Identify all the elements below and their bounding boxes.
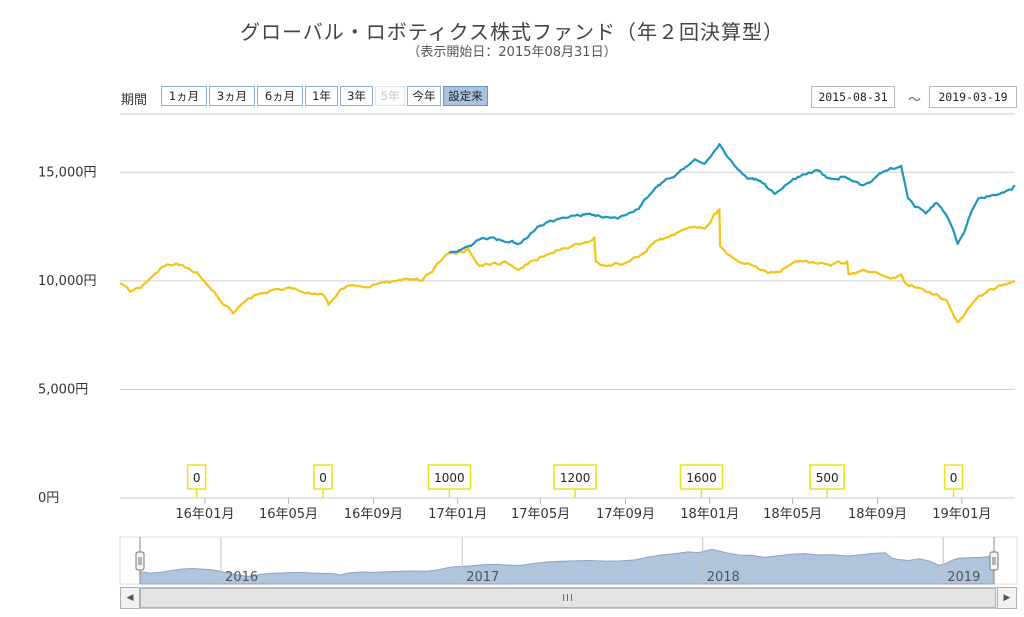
x-tick-label: 17年01月	[428, 507, 487, 522]
x-tick-label: 18年09月	[848, 507, 907, 522]
x-tick-label: 16年05月	[259, 507, 318, 522]
dividend-flag-label: 1200	[560, 471, 591, 485]
grid-lines	[120, 113, 1015, 390]
chart-title: グローバル・ロボティクス株式ファンド（年２回決算型）	[240, 20, 784, 44]
date-from-input[interactable]: 2015-08-31	[811, 86, 895, 108]
dividend-flag-label: 1000	[434, 471, 465, 485]
range-selector-label: 期間	[121, 93, 148, 108]
dividend-flag-label: 0	[319, 471, 327, 485]
fund-price-chart: 15,000円 10,000円 5,000円 0円 16年01月 16年05月 16年09…	[38, 113, 1018, 585]
dividend-flag-box	[679, 464, 724, 490]
scroll-left-arrow-icon[interactable]: ◀	[120, 587, 140, 609]
x-tick-label: 17年09月	[596, 507, 655, 522]
x-tick-label: 19年01月	[932, 507, 991, 522]
range-button-3y[interactable]: 3年	[340, 86, 373, 106]
dividend-flag-box	[313, 464, 333, 490]
navigator-left-handle[interactable]	[135, 551, 145, 571]
range-button-ytd[interactable]: 今年	[407, 86, 441, 106]
dividend-flag-label: 500	[816, 471, 839, 485]
x-tick-label: 16年01月	[175, 507, 234, 522]
navigator-area	[139, 548, 995, 585]
x-tick-label: 18年05月	[763, 507, 822, 522]
date-to-input[interactable]: 2019-03-19	[929, 86, 1017, 108]
nav-series-line	[119, 208, 1016, 324]
scroll-right-arrow-icon[interactable]: ▶	[997, 587, 1017, 609]
dividend-flag-box	[943, 464, 964, 490]
y-axis: 15,000円 10,000円 5,000円 0円	[38, 165, 97, 506]
dividend-flag-label: 1600	[686, 471, 717, 485]
y-tick-label: 10,000円	[38, 274, 97, 289]
x-tick-label: 17年05月	[511, 507, 570, 522]
navigator-year-label: 2017	[466, 570, 499, 585]
range-button-1y[interactable]: 1年	[305, 86, 338, 106]
y-tick-label: 0円	[38, 491, 59, 506]
range-button-3m[interactable]: 3ヵ月	[209, 86, 255, 106]
range-button-1m[interactable]: 1ヵ月	[161, 86, 207, 106]
adjusted-series-line	[448, 143, 1016, 254]
chart-subtitle: （表示開始日：2015年08月31日）	[407, 45, 617, 60]
dividend-flag-label: 0	[950, 471, 958, 485]
dividend-flag-box	[553, 464, 597, 490]
navigator-right-handle[interactable]	[989, 551, 999, 571]
range-button-5y[interactable]: 5年	[375, 86, 405, 106]
navigator-year-label: 2019	[947, 570, 980, 585]
navigator[interactable]: 2016 2017 2018 2019	[119, 536, 1018, 585]
x-tick-label: 18年01月	[680, 507, 739, 522]
dividend-flag-box	[186, 464, 207, 490]
scrollbar-thumb[interactable]: III	[140, 588, 996, 608]
x-tick-label: 16年09月	[344, 507, 403, 522]
dividend-flag-label: 0	[193, 471, 201, 485]
date-range-separator: ～	[908, 93, 922, 108]
dividend-flag-box	[809, 464, 845, 490]
range-button-6m[interactable]: 6ヵ月	[257, 86, 303, 106]
y-tick-label: 15,000円	[38, 165, 97, 180]
grip-icon: III	[562, 592, 574, 604]
dividend-markers: 0 0 1000 1200 1600 500 0	[186, 464, 964, 498]
navigator-year-label: 2018	[707, 570, 740, 585]
navigator-year-label: 2016	[225, 570, 258, 585]
range-button-since-inception[interactable]: 設定来	[443, 86, 488, 106]
dividend-flag-box	[427, 464, 472, 490]
y-tick-label: 5,000円	[38, 382, 88, 397]
plot-series	[119, 143, 1016, 324]
x-axis: 16年01月 16年05月 16年09月 17年01月 17年05月 17年09月 18年0…	[120, 497, 1015, 522]
